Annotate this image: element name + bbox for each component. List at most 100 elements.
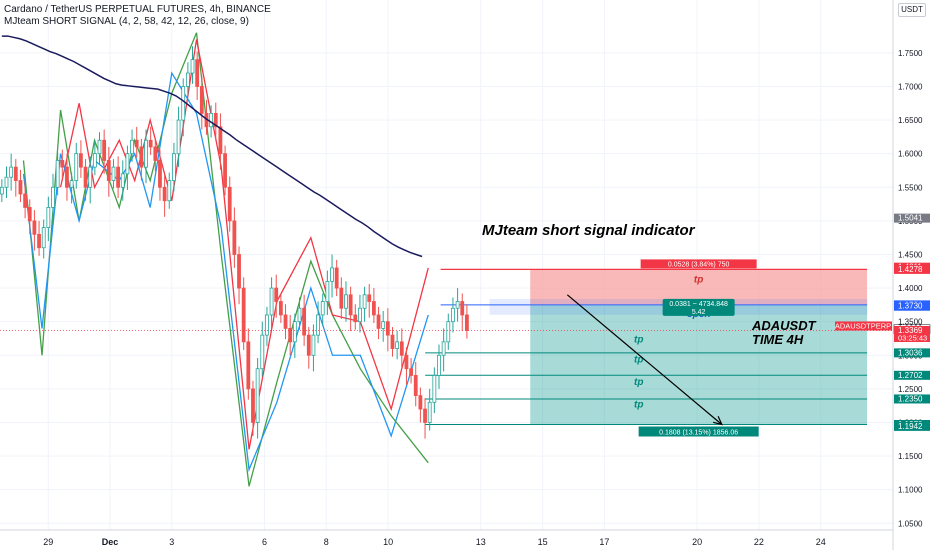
candle-body <box>381 321 386 329</box>
candle-body <box>246 341 251 390</box>
currency-selector[interactable]: USDT <box>898 3 926 17</box>
candle-body <box>37 233 41 249</box>
symbol-label: ADAUSDTPERP <box>835 321 891 330</box>
candle-body <box>153 146 158 161</box>
candle-body <box>162 186 167 202</box>
candle-body <box>358 307 362 323</box>
candle-body <box>418 395 423 410</box>
candle-body <box>395 341 400 349</box>
candle-body <box>97 139 102 155</box>
y-tick-label: 1.5500 <box>898 183 923 192</box>
ma-line <box>1 35 423 258</box>
x-tick-label: 15 <box>538 537 548 547</box>
x-tick-label: 6 <box>262 537 267 547</box>
candle-body <box>348 294 353 316</box>
candle-body <box>251 388 255 423</box>
price-label-box <box>894 348 930 358</box>
candle-body <box>18 180 23 195</box>
candle-body <box>125 153 130 175</box>
candle-body <box>265 314 269 336</box>
candle-body <box>88 166 93 188</box>
candle-body <box>297 307 302 323</box>
candle-body <box>102 139 107 161</box>
y-tick-label: 1.7500 <box>898 49 923 58</box>
candle-body <box>423 408 427 423</box>
tp-label: tp <box>634 334 643 345</box>
symbol-label-box <box>835 321 892 331</box>
chart-title: Cardano / TetherUS PERPETUAL FUTURES, 4h… <box>4 4 271 15</box>
candle-body <box>302 307 307 336</box>
candle-body <box>120 173 125 188</box>
time-axis[interactable]: 29 Dec 3 6 8 10 13 15 17 20 22 24 <box>0 529 893 550</box>
x-tick-label: 8 <box>324 537 329 547</box>
x-tick-label: 24 <box>816 537 826 547</box>
candle-body <box>413 375 418 397</box>
arrow-head <box>712 416 723 426</box>
candle-body <box>399 341 404 356</box>
price-label-box <box>894 421 930 431</box>
candle-body <box>255 368 260 423</box>
candle-body <box>320 301 325 316</box>
entry-info-box <box>662 298 735 316</box>
candle-body <box>227 186 232 222</box>
candle-body <box>41 227 46 249</box>
y-tick-label: 1.4500 <box>898 250 923 259</box>
candle-body <box>9 166 14 178</box>
candle-body <box>325 280 330 302</box>
price-label-text: 1.3369 <box>898 326 923 335</box>
candle-body <box>441 341 446 356</box>
signal-lines <box>22 32 429 487</box>
candle-body <box>237 254 241 289</box>
candle-body <box>144 139 148 168</box>
stop-info-box <box>640 259 757 269</box>
candle-body <box>148 139 153 148</box>
candle-body <box>190 59 195 74</box>
price-label-box <box>894 301 930 311</box>
tp-label: tp <box>634 355 643 366</box>
candle-body <box>218 126 223 155</box>
candle-body <box>311 334 316 356</box>
candle-body <box>316 314 320 336</box>
target-info-text: 0.1808 (13.15%) 1856.06 <box>659 429 738 436</box>
candle-body <box>232 220 237 255</box>
candle-body <box>74 153 79 181</box>
candle-body <box>427 401 432 423</box>
price-label-box <box>894 264 930 274</box>
indicator-legend[interactable]: MJteam SHORT SIGNAL (4, 2, 58, 42, 12, 2… <box>4 16 249 27</box>
candle-body <box>344 294 348 309</box>
price-label-box <box>894 213 930 223</box>
candle-body <box>13 166 18 181</box>
x-tick-label: 20 <box>692 537 702 547</box>
candlesticks <box>0 46 469 439</box>
candle-body <box>172 153 176 181</box>
candle-body <box>213 112 218 128</box>
candle-body <box>23 193 28 208</box>
x-tick-label: Dec <box>102 537 119 547</box>
candle-body <box>60 159 65 168</box>
x-tick-label: 3 <box>169 537 174 547</box>
price-label-text: 1.2350 <box>898 394 923 403</box>
candle-body <box>432 375 437 403</box>
price-label-box <box>894 394 930 404</box>
y-tick-label: 1.6000 <box>898 150 923 159</box>
candle-body <box>292 321 297 343</box>
price-axis[interactable]: 1.75001.70001.65001.60001.55001.50001.45… <box>892 0 932 550</box>
candle-body <box>51 186 55 208</box>
candle-body <box>362 294 367 309</box>
candle-body <box>334 267 339 289</box>
candle-body <box>130 139 134 155</box>
candle-body <box>451 307 455 323</box>
price-label-text: 1.2702 <box>898 371 923 380</box>
price-label-text: 1.3730 <box>898 302 923 311</box>
price-label-box <box>894 325 930 342</box>
candle-body <box>274 287 279 302</box>
candle-body <box>283 314 288 329</box>
candle-body <box>269 287 274 316</box>
candle-body <box>209 112 214 128</box>
profit-zone <box>530 304 868 425</box>
candle-body <box>46 207 51 229</box>
candle-body <box>223 153 227 188</box>
candle-body <box>390 334 395 349</box>
target-info-box <box>638 426 759 437</box>
